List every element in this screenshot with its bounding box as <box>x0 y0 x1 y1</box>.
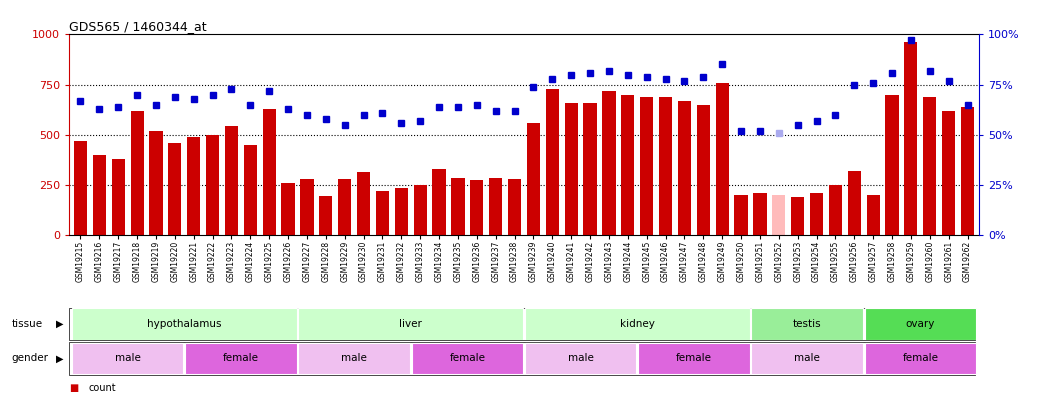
Bar <box>865 309 976 339</box>
Text: tissue: tissue <box>12 319 43 329</box>
Text: GDS565 / 1460344_at: GDS565 / 1460344_at <box>69 20 206 33</box>
Bar <box>72 343 183 374</box>
Text: male: male <box>568 354 593 363</box>
Bar <box>525 343 636 374</box>
Bar <box>320 196 332 235</box>
Bar <box>638 343 749 374</box>
Bar <box>525 309 749 339</box>
Bar <box>751 309 863 339</box>
Bar <box>659 96 672 235</box>
Bar <box>357 172 370 235</box>
Bar <box>716 83 728 235</box>
Bar <box>923 96 936 235</box>
Text: hypothalamus: hypothalamus <box>147 319 221 329</box>
Text: ▶: ▶ <box>56 354 63 363</box>
Bar <box>697 104 709 235</box>
Bar <box>584 102 596 235</box>
Bar <box>452 178 464 235</box>
Bar <box>206 134 219 235</box>
Bar <box>282 183 294 235</box>
Text: male: male <box>114 354 140 363</box>
Bar <box>961 107 974 235</box>
Text: female: female <box>223 354 259 363</box>
Bar <box>299 309 523 339</box>
Bar <box>188 136 200 235</box>
Bar <box>565 102 577 235</box>
Bar <box>886 95 898 235</box>
Bar <box>169 143 181 235</box>
Bar <box>244 145 257 235</box>
Bar <box>72 309 297 339</box>
Text: female: female <box>902 354 938 363</box>
Bar <box>263 109 276 235</box>
Bar <box>546 89 559 235</box>
Bar <box>376 191 389 235</box>
Text: male: male <box>342 354 367 363</box>
Bar <box>810 193 823 235</box>
Bar <box>829 185 842 235</box>
Bar <box>225 126 238 235</box>
Bar <box>754 193 766 235</box>
Text: ovary: ovary <box>905 319 935 329</box>
Bar <box>74 141 87 235</box>
Bar <box>131 111 144 235</box>
Bar <box>678 100 691 235</box>
Bar <box>942 111 955 235</box>
Text: ▶: ▶ <box>56 319 63 329</box>
Text: testis: testis <box>792 319 822 329</box>
Text: male: male <box>794 354 820 363</box>
Bar <box>489 178 502 235</box>
Bar <box>867 195 879 235</box>
Bar <box>150 131 162 235</box>
Bar <box>772 195 785 235</box>
Bar <box>640 96 653 235</box>
Bar <box>791 197 804 235</box>
Bar <box>414 185 427 235</box>
Bar <box>603 91 615 235</box>
Bar <box>904 43 917 235</box>
Bar <box>621 95 634 235</box>
Text: female: female <box>450 354 485 363</box>
Bar <box>299 343 410 374</box>
Bar <box>433 169 445 235</box>
Bar <box>112 159 125 235</box>
Text: gender: gender <box>12 354 48 363</box>
Bar <box>751 343 863 374</box>
Text: kidney: kidney <box>619 319 655 329</box>
Text: count: count <box>88 383 115 393</box>
Text: ■: ■ <box>69 383 79 393</box>
Bar <box>865 343 976 374</box>
Bar <box>301 179 313 235</box>
Bar <box>395 188 408 235</box>
Text: liver: liver <box>399 319 422 329</box>
Text: female: female <box>676 354 712 363</box>
Bar <box>185 343 297 374</box>
Bar <box>471 180 483 235</box>
Bar <box>412 343 523 374</box>
Bar <box>508 179 521 235</box>
Bar <box>339 179 351 235</box>
Bar <box>848 171 860 235</box>
Bar <box>735 195 747 235</box>
Bar <box>93 155 106 235</box>
Bar <box>527 123 540 235</box>
